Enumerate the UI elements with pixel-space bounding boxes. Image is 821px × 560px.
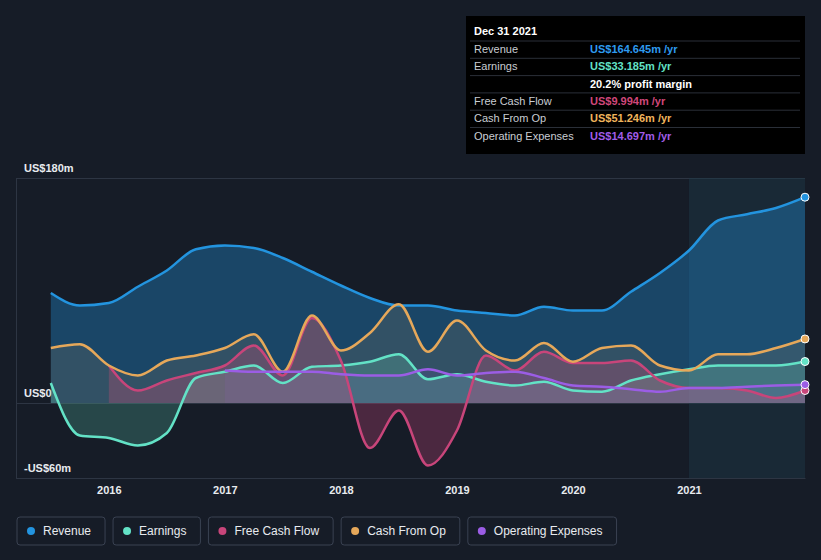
legend-label: Earnings bbox=[139, 524, 186, 538]
tooltip-label: Revenue bbox=[474, 43, 518, 55]
legend-item[interactable]: Revenue bbox=[17, 517, 105, 545]
tooltip: Dec 31 2021 Revenue US$164.645m /yr Earning… bbox=[466, 16, 805, 154]
legend-box bbox=[468, 517, 617, 545]
legend-box bbox=[341, 517, 460, 545]
legend-box bbox=[208, 517, 333, 545]
tooltip-value: 20.2% profit margin bbox=[590, 78, 692, 90]
series-line bbox=[51, 354, 805, 445]
tooltip-separator bbox=[470, 110, 800, 111]
tooltip-value: US$164.645m /yr bbox=[590, 43, 678, 55]
legend-box bbox=[17, 517, 105, 545]
tooltip-label: Earnings bbox=[474, 60, 518, 72]
tooltip-value: US$9.994m /yr bbox=[590, 95, 666, 107]
x-tick-label: 2021 bbox=[677, 484, 701, 496]
tooltip-separator bbox=[470, 41, 800, 42]
plot-area bbox=[51, 178, 809, 478]
chart: US$180mUS$0-US$60m2016201720182019202020… bbox=[0, 0, 821, 560]
x-tick: 2016 bbox=[97, 478, 121, 496]
series-line bbox=[51, 197, 805, 315]
tooltip-value: US$14.697m /yr bbox=[590, 130, 672, 142]
legend-swatch bbox=[27, 527, 35, 535]
end-point bbox=[801, 381, 809, 389]
tooltip-separator bbox=[470, 127, 800, 128]
series-line bbox=[51, 304, 805, 375]
y-tick-label: -US$60m bbox=[24, 462, 71, 474]
tooltip-value: US$51.246m /yr bbox=[590, 112, 672, 124]
legend-item[interactable]: Cash From Op bbox=[341, 517, 460, 545]
tooltip-value: US$33.185m /yr bbox=[590, 60, 672, 72]
x-tick: 2020 bbox=[561, 478, 585, 496]
grid-line bbox=[16, 178, 805, 179]
legend-item[interactable]: Operating Expenses bbox=[468, 517, 617, 545]
x-tick-label: 2018 bbox=[329, 484, 353, 496]
x-tick-label: 2020 bbox=[561, 484, 585, 496]
series-area bbox=[51, 304, 805, 403]
legend-swatch bbox=[478, 527, 486, 535]
x-tick-label: 2016 bbox=[97, 484, 121, 496]
x-tick: 2019 bbox=[445, 478, 469, 496]
legend-label: Free Cash Flow bbox=[234, 524, 319, 538]
legend-label: Revenue bbox=[43, 524, 91, 538]
end-point bbox=[801, 358, 809, 366]
x-axis-line bbox=[17, 478, 806, 479]
legend-swatch bbox=[351, 527, 359, 535]
x-tick: 2021 bbox=[677, 478, 701, 496]
y-axis: US$180m US$0 -US$60m bbox=[16, 162, 805, 479]
end-point bbox=[801, 193, 809, 201]
tooltip-separator bbox=[470, 92, 800, 93]
y-tick: -US$60m bbox=[16, 462, 805, 479]
grid-line bbox=[16, 478, 805, 479]
legend-label: Operating Expenses bbox=[494, 524, 603, 538]
x-tick: 2018 bbox=[329, 478, 353, 496]
legend: Revenue Earnings Free Cash Flow Cash From O… bbox=[17, 517, 617, 545]
y-tick-label: US$0 bbox=[24, 387, 52, 399]
tooltip-separator bbox=[470, 58, 800, 59]
x-tick-label: 2019 bbox=[445, 484, 469, 496]
x-axis: 2016 2017 2018 2019 2020 2021 bbox=[17, 478, 806, 496]
tooltip-box bbox=[466, 16, 805, 154]
series-line bbox=[109, 318, 805, 466]
tooltip-separator bbox=[470, 75, 800, 76]
x-tick: 2017 bbox=[213, 478, 237, 496]
series-line bbox=[225, 369, 805, 392]
y-axis-line bbox=[16, 179, 17, 479]
series-area bbox=[51, 197, 805, 403]
y-tick-label: US$180m bbox=[24, 162, 74, 174]
legend-swatch bbox=[218, 527, 226, 535]
x-tick-label: 2017 bbox=[213, 484, 237, 496]
legend-box bbox=[113, 517, 200, 545]
tooltip-date: Dec 31 2021 bbox=[474, 25, 537, 37]
y-tick: US$180m bbox=[16, 162, 805, 179]
tooltip-label: Operating Expenses bbox=[474, 130, 574, 142]
end-point bbox=[801, 335, 809, 343]
legend-item[interactable]: Earnings bbox=[113, 517, 200, 545]
tooltip-label: Cash From Op bbox=[474, 112, 546, 124]
legend-label: Cash From Op bbox=[367, 524, 446, 538]
tooltip-label: Free Cash Flow bbox=[474, 95, 552, 107]
legend-swatch bbox=[123, 527, 131, 535]
legend-item[interactable]: Free Cash Flow bbox=[208, 517, 333, 545]
